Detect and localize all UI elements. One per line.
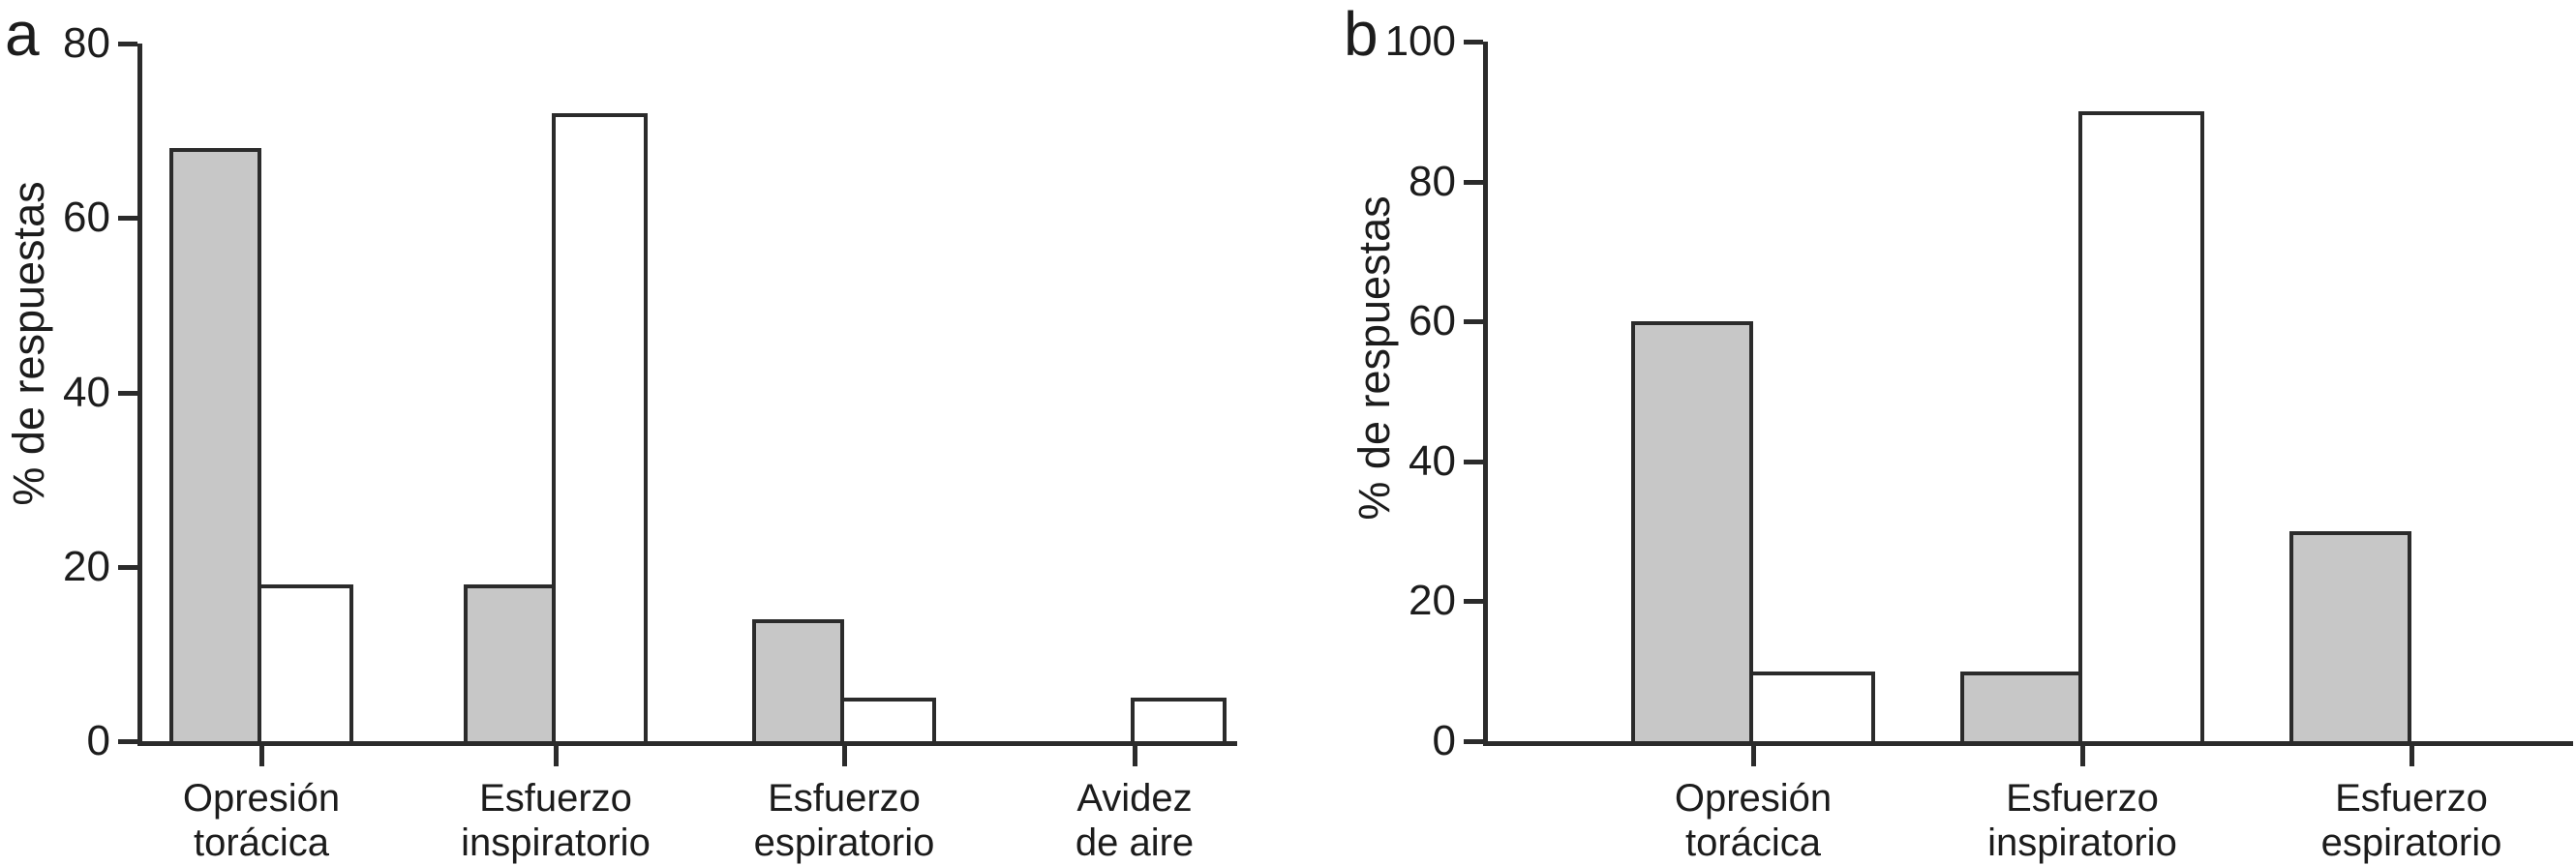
y-tick [1464,460,1483,464]
y-tick [1464,599,1483,604]
x-axis [137,741,1237,746]
bar-white [1749,672,1875,741]
bar-white [840,698,936,741]
x-tick [842,741,847,766]
y-tick [1464,180,1483,185]
x-tick [2080,741,2085,766]
y-tick-label: 0 [1432,717,1456,764]
y-tick [1464,40,1483,45]
bar-white [258,584,353,741]
bar-gray [2289,531,2411,741]
category-label: Esfuerzo inspiratorio [323,776,788,865]
y-tick [118,739,137,744]
y-tick-label: 0 [86,717,110,764]
category-label-line: espiratorio [753,821,935,864]
y-tick-label: 80 [63,19,110,67]
category-label-line: inspiratorio [461,821,651,864]
y-axis [1483,42,1488,746]
y-tick-label: 60 [63,194,110,241]
category-label-line: torácica [1684,821,1822,864]
y-tick [1464,319,1483,324]
x-tick [1751,741,1756,766]
category-label-line: Esfuerzo [479,777,632,820]
y-tick [118,42,137,46]
bar-gray [752,619,844,741]
category-label-line: inspiratorio [1987,821,2177,864]
bar-gray [169,148,261,741]
category-label: Esfuerzo espiratorio [2179,776,2576,865]
category-label: Opresión torácica [1521,776,1985,865]
panel-a-label: a [5,0,40,69]
category-label: Esfuerzo espiratorio [612,776,1076,865]
y-tick-label: 80 [1409,158,1456,205]
y-tick [118,565,137,570]
category-label-line: Opresión [1674,777,1833,820]
panel-b-label: b [1344,0,1379,69]
bar-gray [1631,321,1753,741]
bar-gray [464,584,556,741]
category-label-line: Opresión [182,777,341,820]
y-tick-label: 100 [1384,17,1456,65]
bar-white [2078,111,2204,741]
category-label: Esfuerzo inspiratorio [1850,776,2315,865]
y-tick-label: 40 [63,369,110,416]
y-tick [118,391,137,396]
y-tick [1464,739,1483,744]
category-label-line: Esfuerzo [2335,777,2488,820]
category-label: Opresión torácica [29,776,494,865]
y-tick [118,216,137,221]
panel-b: b % de respuestas 0 20 40 60 80 100 Opresión to… [1307,0,2576,866]
x-axis [1483,741,2573,746]
y-tick-label: 40 [1409,437,1456,485]
y-tick-label: 20 [63,543,110,590]
panel-a-plot-area: 0 20 40 60 80 Opresión torácica Esfuerzo inspira… [29,19,1237,865]
bar-white [1131,698,1227,741]
bar-white [552,113,648,741]
category-label-line: Avidez [1076,777,1193,820]
category-label-line: torácica [193,821,330,864]
bar-gray [1960,672,2082,741]
x-tick [554,741,559,766]
category-label-line: de aire [1075,821,1195,864]
category-label-line: Esfuerzo [2006,777,2159,820]
x-tick [1133,741,1137,766]
y-tick-label: 60 [1409,297,1456,344]
category-label: Avidez de aire [902,776,1367,865]
panel-a: a % de respuestas 0 20 40 60 80 Opresión torác… [4,0,1237,865]
x-tick [2409,741,2414,766]
category-label-line: Esfuerzo [768,777,921,820]
category-label-line: espiratorio [2320,821,2502,864]
x-tick [259,741,264,766]
y-tick-label: 20 [1409,577,1456,624]
y-axis [137,44,142,746]
panel-b-plot-area: 0 20 40 60 80 100 Opresión torácica Esfuerzo insp… [1307,0,2576,866]
